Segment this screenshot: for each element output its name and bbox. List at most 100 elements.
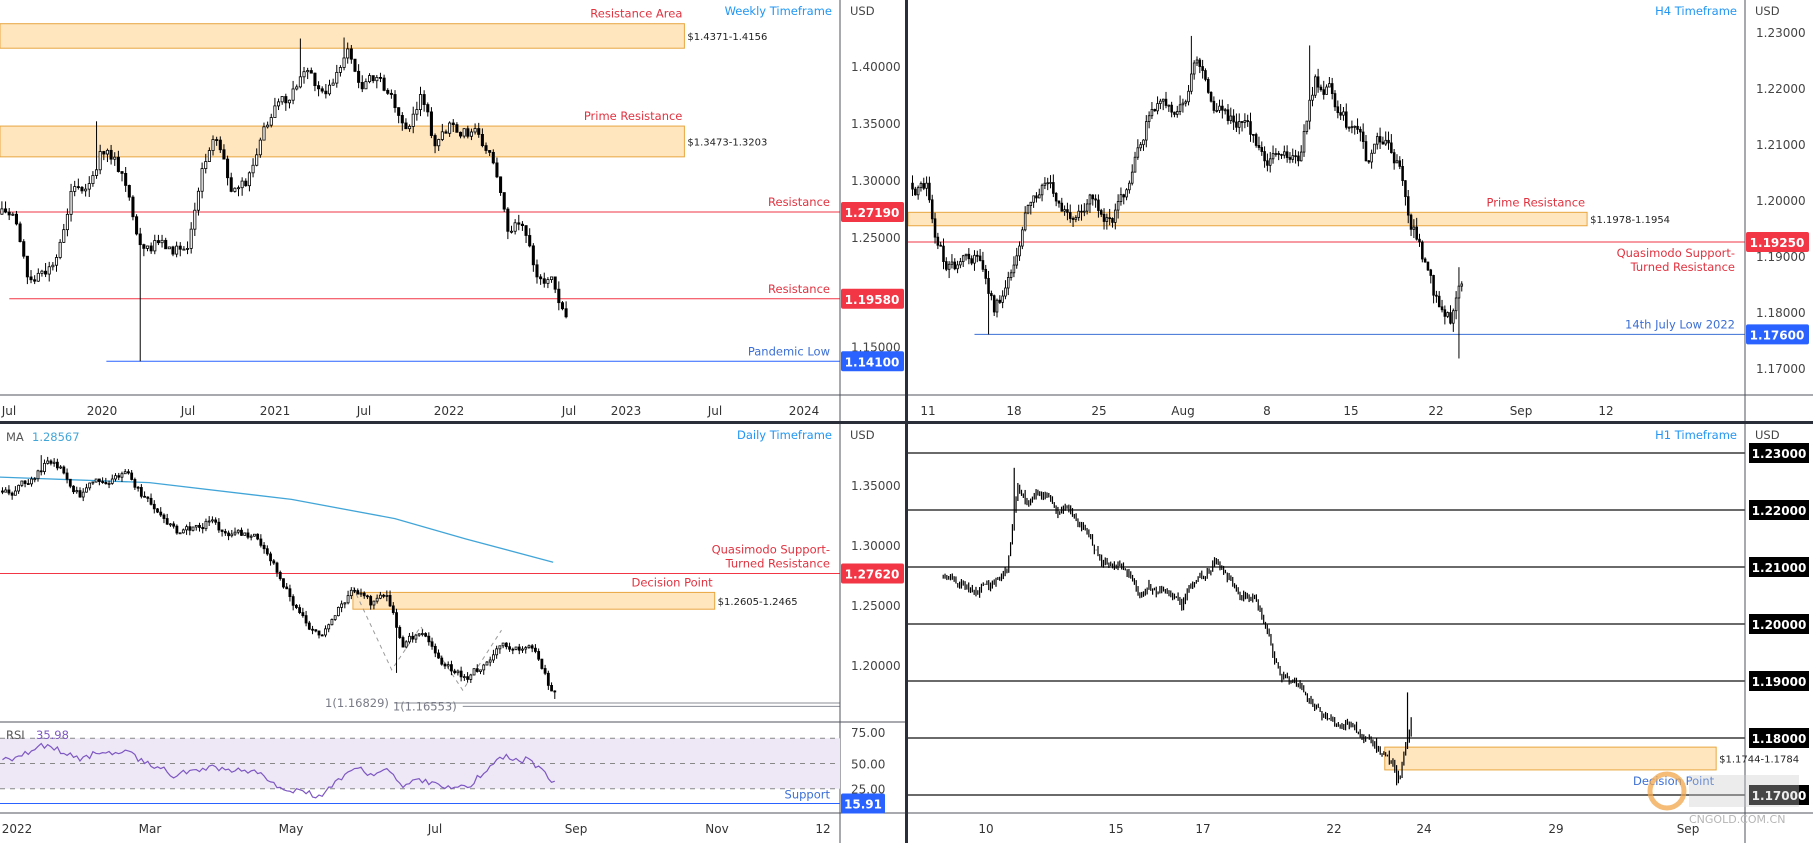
price-axis-tag — [1749, 614, 1809, 634]
candle — [1398, 160, 1402, 167]
candle — [167, 246, 171, 250]
plot-area[interactable] — [908, 35, 1745, 359]
time-tick-label: Sep — [1510, 404, 1533, 418]
time-axis[interactable]: 2022 Mar May Jul Sep Nov 12 — [2, 822, 831, 836]
time-tick-label: 12 — [1598, 404, 1613, 418]
candle — [13, 490, 17, 496]
price-zone[interactable] — [0, 23, 685, 49]
time-tick-label: Jul — [1, 404, 16, 418]
candle — [970, 258, 973, 264]
candle — [331, 82, 335, 86]
candle — [353, 589, 356, 592]
candle — [1359, 128, 1362, 133]
candle — [340, 603, 344, 608]
candle — [1023, 212, 1027, 231]
plot-area[interactable] — [0, 23, 840, 362]
candle — [145, 245, 150, 249]
candle — [72, 485, 75, 493]
candle — [501, 642, 505, 647]
price-zone[interactable] — [0, 125, 685, 158]
candle — [152, 503, 156, 510]
daily-chart[interactable]: Quasimodo Support-Turned Resistance Decis… — [0, 424, 905, 843]
candle — [1198, 59, 1202, 67]
candle — [1015, 255, 1018, 266]
price-zone[interactable] — [1384, 746, 1717, 771]
weekly-chart-panel[interactable]: Resistance Area $1.4371-1.4156 Prime Resis… — [0, 0, 905, 421]
daily-chart-panel[interactable]: Quasimodo Support- Turned Resistance Decis… — [0, 424, 905, 843]
h1-chart[interactable]: Decision Point $1.1744-1.1784 USD H1 Timefr… — [908, 424, 1813, 843]
price-zone[interactable] — [908, 211, 1588, 227]
candle — [455, 124, 459, 133]
candle — [495, 162, 499, 178]
candle — [343, 602, 347, 605]
price-tick-label: 1.15000 — [851, 340, 901, 354]
candle — [1128, 182, 1131, 191]
level-label: Resistance — [768, 195, 830, 209]
price-axis[interactable]: 1.23000 1.22000 1.21000 1.20000 1.19000 1.180… — [1749, 443, 1809, 805]
price-zone[interactable] — [352, 591, 716, 610]
candle — [139, 487, 143, 497]
candle — [368, 75, 372, 83]
candle — [925, 182, 928, 189]
candle — [55, 461, 59, 469]
candle — [1316, 76, 1320, 88]
candle — [1378, 136, 1382, 143]
candle — [411, 113, 415, 127]
candle — [22, 241, 26, 257]
candle — [1206, 79, 1210, 93]
candle — [98, 151, 102, 171]
candle — [87, 183, 91, 190]
price-axis[interactable]: 1.35000 1.30000 1.25000 1.20000 1.27620 — [841, 479, 904, 673]
price-axis[interactable]: 1.40000 1.35000 1.30000 1.25000 1.15000 1.271… — [841, 60, 904, 372]
candle — [136, 486, 140, 489]
time-axis[interactable]: Jul 2020 Jul 2021 Jul 2022 Jul 2023 Jul 2024 — [1, 404, 820, 418]
price-tag-label: 1.17600 — [1750, 328, 1805, 342]
candle — [433, 645, 437, 654]
candle — [482, 664, 486, 671]
candle — [389, 92, 393, 95]
candle — [1452, 310, 1455, 324]
weekly-chart[interactable]: Resistance Area $1.4371-1.4156 Prime Resis… — [0, 0, 905, 421]
candle — [1004, 287, 1007, 297]
candle — [1443, 309, 1447, 317]
time-tick-label: Nov — [705, 822, 728, 836]
candle — [353, 58, 357, 72]
candle — [1105, 217, 1109, 222]
candle — [1054, 193, 1058, 202]
h1-chart-panel[interactable]: Decision Point $1.1744-1.1784 USD H1 Timefr… — [908, 424, 1813, 843]
candle — [408, 635, 411, 643]
plot-area[interactable] — [908, 452, 1745, 796]
candle — [342, 57, 346, 68]
candle — [391, 605, 395, 614]
candle — [443, 663, 447, 667]
time-axis[interactable]: 11 18 25 Aug 8 15 22 Sep 12 — [920, 404, 1613, 418]
price-tick-label: 1.35000 — [851, 117, 901, 131]
candle — [40, 270, 44, 274]
price-axis[interactable]: 1.23000 1.22000 1.21000 1.20000 1.19000 1.180… — [1746, 26, 1809, 376]
candle — [936, 236, 940, 246]
candle — [429, 111, 433, 136]
candle — [527, 645, 531, 649]
candle — [1237, 121, 1241, 128]
h4-chart-panel[interactable]: Prime Resistance $1.1978-1.1954 Quasimodo … — [908, 0, 1813, 421]
candle — [275, 562, 279, 573]
plot-area[interactable] — [0, 455, 840, 707]
candle — [18, 223, 22, 243]
candle — [1299, 151, 1303, 162]
candle — [215, 139, 219, 141]
candle — [992, 295, 996, 313]
price-axis-tag — [1749, 500, 1809, 520]
candle — [204, 520, 208, 530]
candle — [1370, 152, 1373, 163]
candle — [375, 597, 379, 602]
candle — [964, 253, 968, 257]
candle — [346, 595, 350, 604]
time-axis[interactable]: 10 15 17 22 24 29 Sep — [978, 822, 1699, 836]
h4-chart[interactable]: Prime Resistance $1.1978-1.1954 Quasimodo … — [908, 0, 1813, 421]
time-tick-label: 29 — [1548, 822, 1563, 836]
candle — [1409, 214, 1413, 230]
currency-label: USD — [1755, 428, 1780, 442]
candle — [30, 478, 33, 485]
candle — [109, 149, 113, 160]
